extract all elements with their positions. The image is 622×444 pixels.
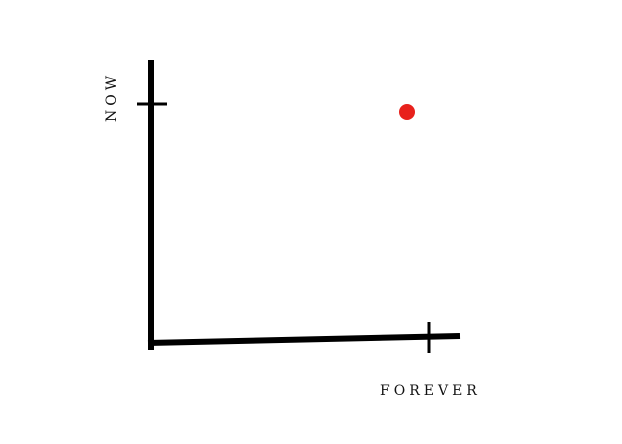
data-points xyxy=(399,104,415,120)
axes xyxy=(147,60,461,350)
x-axis-line xyxy=(147,333,461,346)
ticks xyxy=(137,102,431,353)
data-point xyxy=(399,104,415,120)
x-axis-label: FOREVER xyxy=(380,383,481,399)
y-axis-label: NOW xyxy=(104,72,120,122)
